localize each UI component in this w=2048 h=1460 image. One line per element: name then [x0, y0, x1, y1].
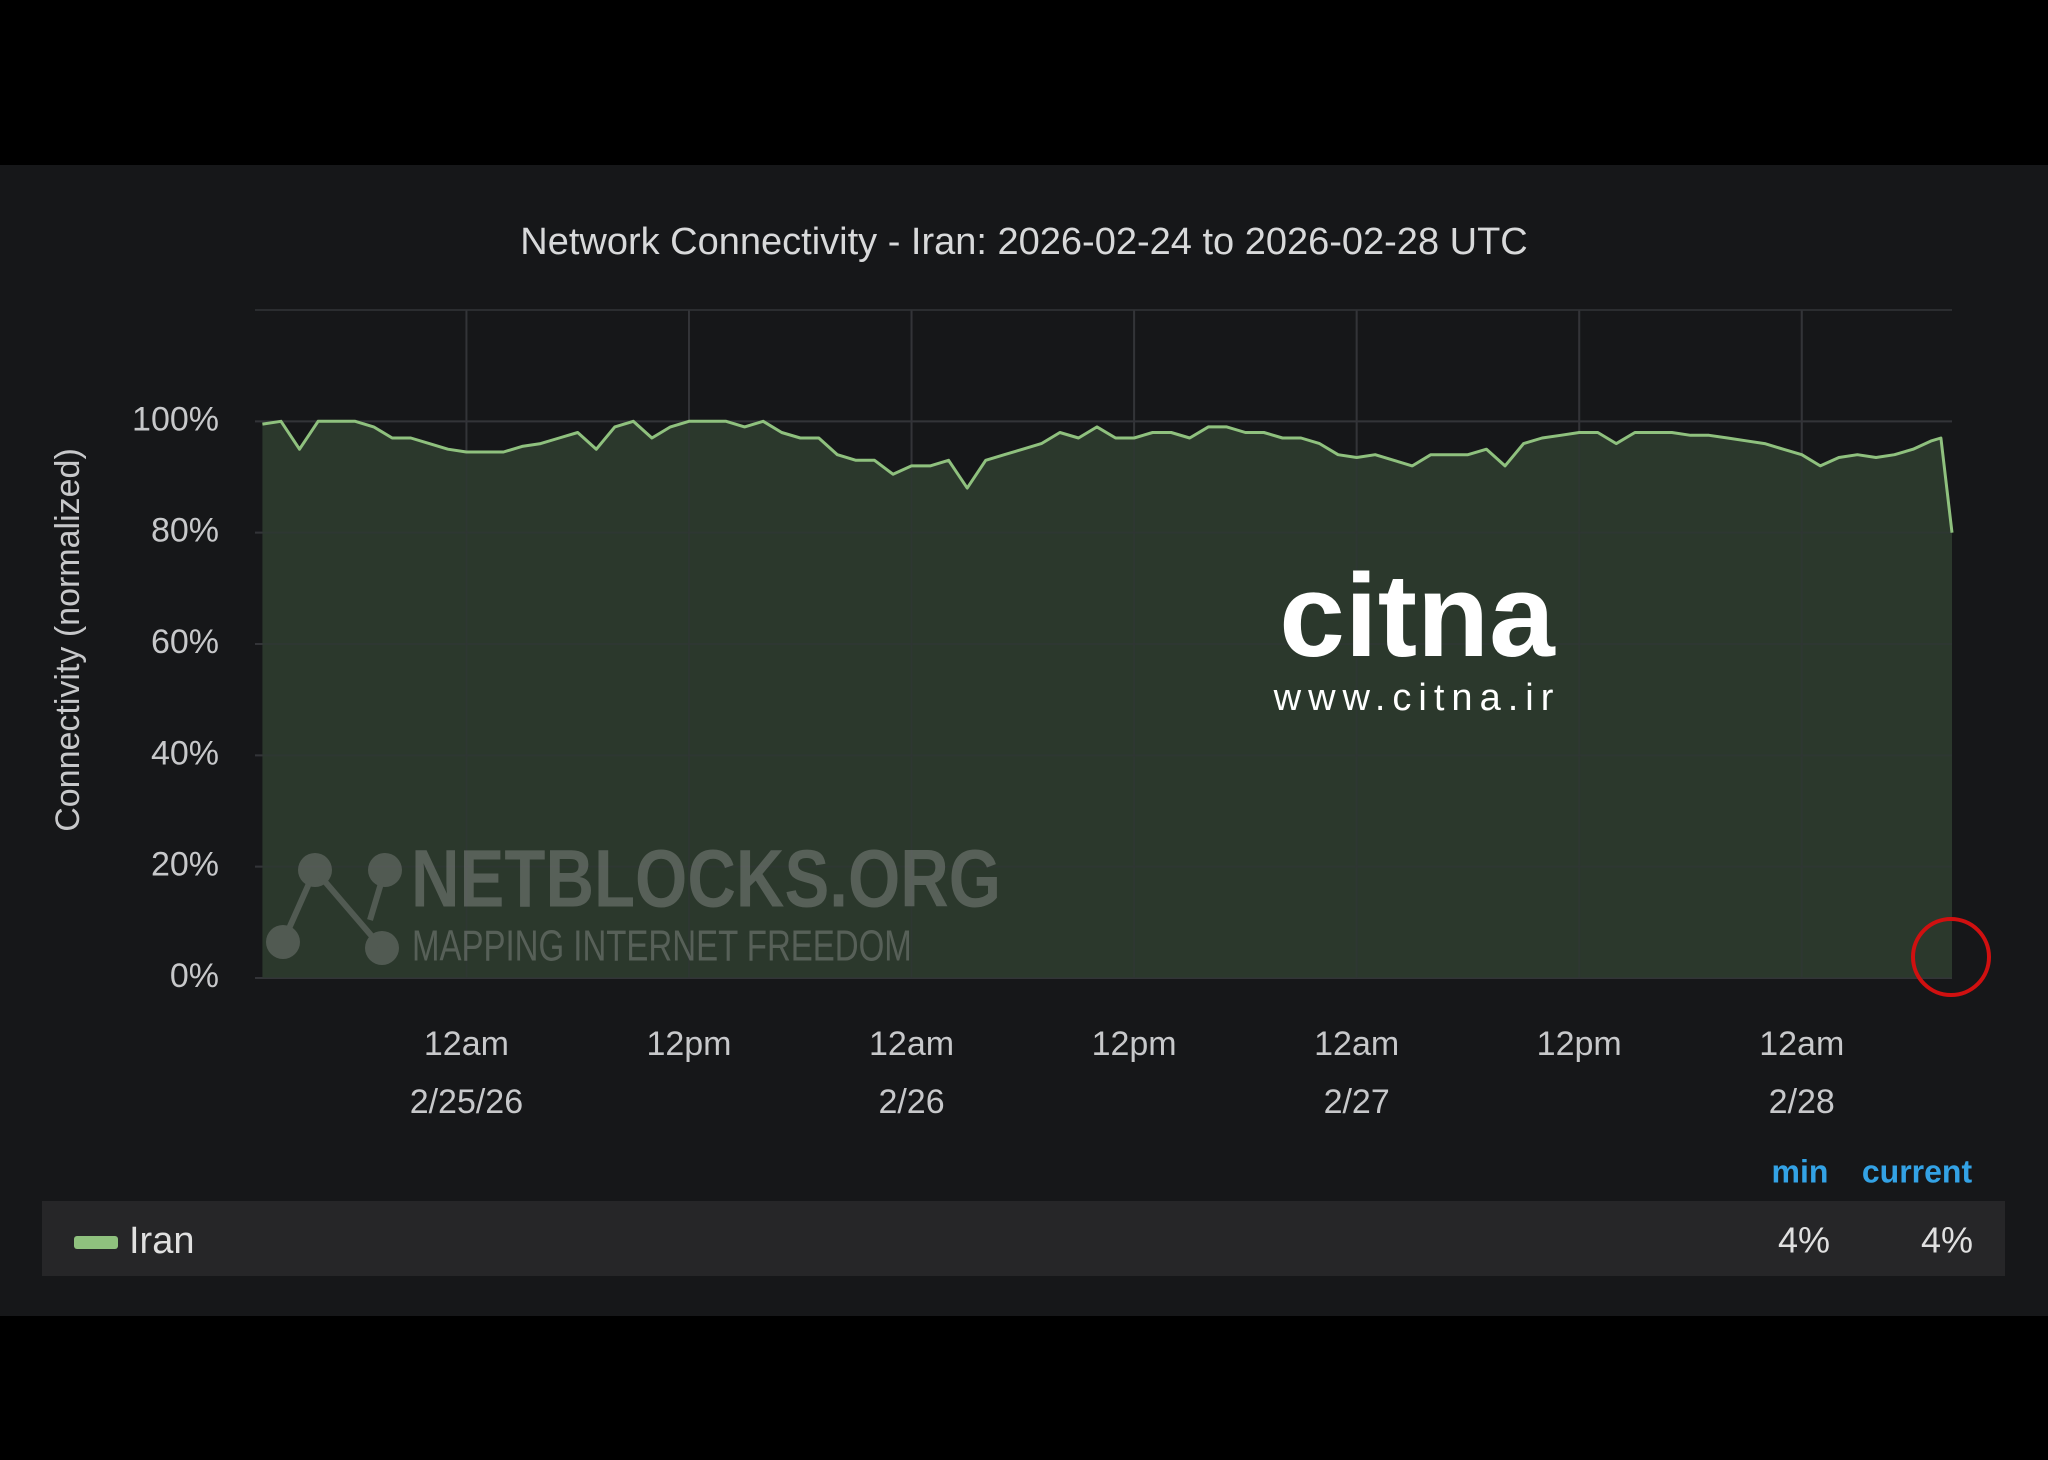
x-tick-label: 12am 2/26 [869, 1025, 954, 1121]
legend-label: Iran [129, 1220, 194, 1262]
logo-dot [298, 853, 332, 887]
highlight-circle [1911, 917, 1991, 997]
watermark-tagline: MAPPING INTERNET FREEDOM [412, 922, 912, 971]
logo-line [280, 868, 388, 950]
y-tick-label: 100% [132, 400, 219, 438]
y-tick-label: 60% [151, 623, 219, 661]
x-tick-label: 12pm [646, 1025, 731, 1063]
y-tick-label: 40% [151, 734, 219, 772]
y-tick-label: 0% [170, 957, 219, 995]
x-tick-label: 12am 2/25/26 [410, 1025, 523, 1121]
plot-area: 0% 20% 40% 60% 80% 100% 12am 2/25/26 12pm 12am 2/2… [132, 309, 1954, 1121]
y-axis-title: Connectivity (normalized) [49, 448, 87, 832]
logo-dot [266, 925, 300, 959]
x-tick-label: 12am 2/28 [1759, 1025, 1844, 1121]
y-tick-label: 80% [151, 512, 219, 550]
y-tick-label: 20% [151, 846, 219, 884]
netblocks-logo: NETBLOCKS.ORG MAPPING INTERNET FREEDOM [266, 832, 1001, 971]
logo-dot [368, 853, 402, 887]
watermark-site: www.citna.ir [1273, 677, 1561, 719]
logo-dot [365, 931, 399, 965]
legend-header: min [1772, 1153, 1829, 1189]
chart-title: Network Connectivity - Iran: 2026-02-24 … [520, 221, 1527, 263]
x-tick-label: 12pm [1092, 1025, 1177, 1063]
x-tick-label: 12am 2/27 [1314, 1025, 1399, 1121]
legend-value: 4% [1778, 1220, 1830, 1261]
x-tick-label: 12pm [1537, 1025, 1622, 1063]
legend-value: 4% [1921, 1220, 1973, 1261]
legend-header: current [1862, 1153, 1973, 1189]
legend-row [42, 1201, 2005, 1276]
line [262, 419, 1954, 533]
watermark-logo: citna [1279, 550, 1556, 682]
legend-swatch [74, 1236, 118, 1249]
watermark-netblocks: NETBLOCKS.ORG [411, 832, 1001, 924]
area [262, 421, 1952, 978]
